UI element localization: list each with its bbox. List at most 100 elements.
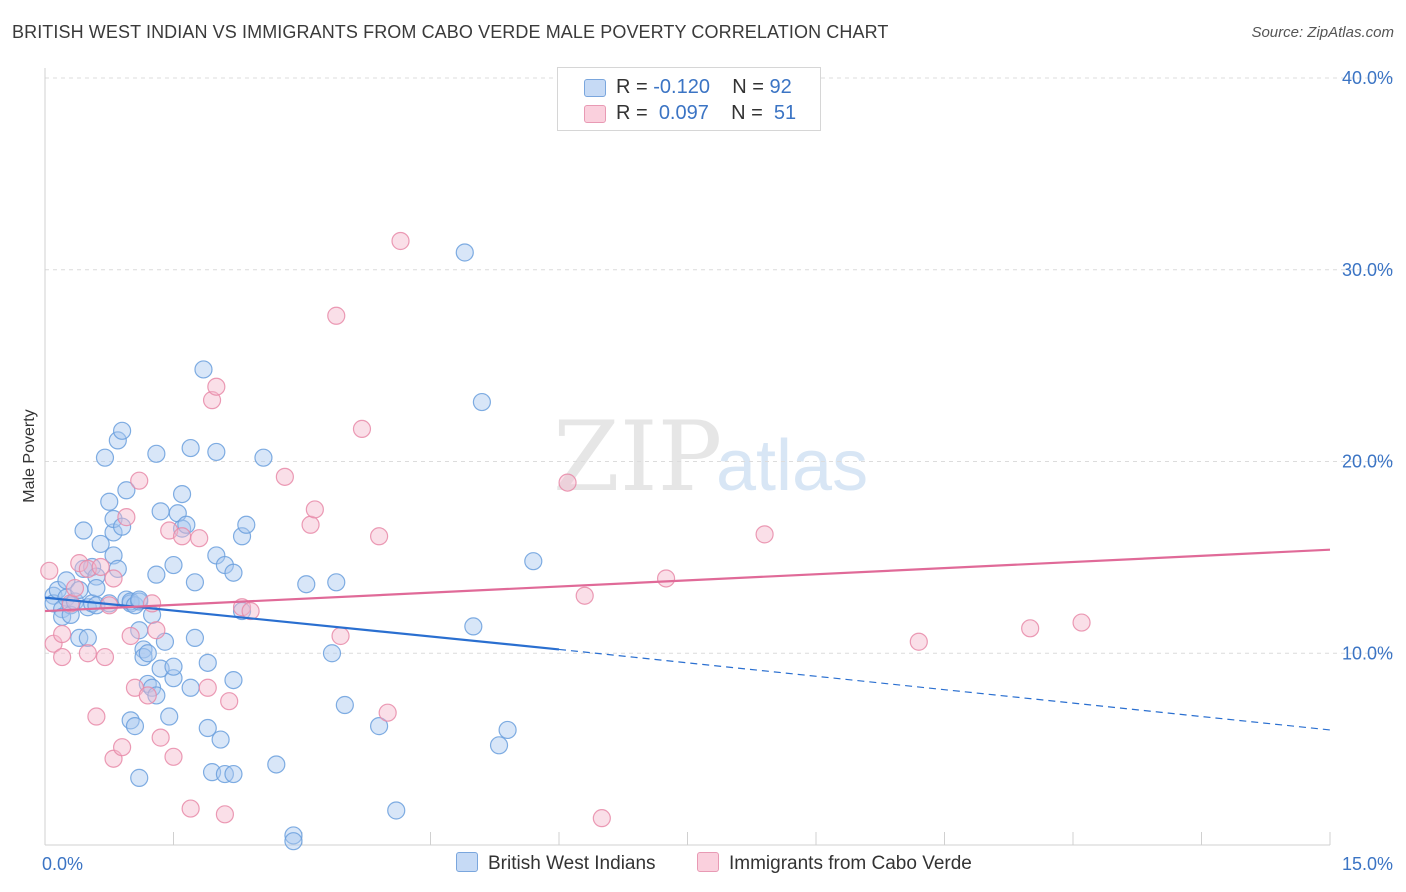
data-point [237, 515, 256, 534]
data-point [387, 801, 406, 820]
legend-r-label: R = [616, 102, 648, 124]
data-point [87, 578, 106, 598]
data-point [112, 738, 132, 757]
legend-r-value: 0.097 [658, 102, 709, 124]
data-point [202, 391, 222, 410]
data-point [1021, 619, 1040, 638]
data-point [164, 747, 183, 766]
data-point [455, 243, 474, 262]
data-point [301, 515, 320, 534]
data-point [254, 448, 273, 467]
data-point [489, 736, 509, 755]
series-british-west-indians [44, 243, 543, 851]
data-point [524, 552, 543, 571]
legend-swatch-pink [584, 105, 606, 123]
data-point [95, 448, 115, 467]
data-point [78, 644, 97, 663]
y-axis-label: Male Poverty [21, 409, 38, 502]
data-point [275, 467, 294, 486]
data-point [370, 527, 389, 546]
data-point [198, 653, 217, 672]
data-point [1072, 613, 1091, 632]
bottom-legend-label: British West Indians [488, 853, 656, 874]
data-point [147, 621, 166, 640]
data-point [108, 431, 127, 450]
data-point [207, 442, 226, 462]
watermark-zip: ZIP [553, 401, 722, 513]
trend-lines [44, 548, 1331, 731]
correlation-legend: R = -0.120 N = 92 R = 0.097 N = 51 [557, 67, 821, 131]
data-point [104, 569, 123, 588]
data-point [130, 471, 149, 490]
data-point [378, 703, 397, 722]
data-point [464, 617, 483, 636]
tick-labels: 10.0% 20.0% 30.0% 40.0% 0.0% 15.0% [42, 68, 1393, 874]
data-point [147, 565, 166, 584]
bottom-legend-british-west-indians: British West Indians [456, 852, 656, 875]
bottom-legend-label: Immigrants from Cabo Verde [729, 853, 972, 874]
data-point [40, 561, 59, 580]
data-point [164, 555, 183, 575]
data-point [181, 799, 200, 818]
x-tick-label: 0.0% [42, 854, 83, 874]
bottom-legend-swatch-pink [697, 852, 719, 872]
data-point [224, 670, 243, 690]
data-point [194, 360, 213, 379]
bottom-legend-cabo-verde: Immigrants from Cabo Verde [697, 852, 972, 875]
y-tick-label: 20.0% [1342, 452, 1393, 472]
data-point [91, 534, 110, 554]
data-point [172, 527, 192, 546]
legend-n-label: N = [732, 76, 764, 98]
watermark-atlas: atlas [716, 426, 868, 506]
data-point [352, 419, 372, 439]
data-point [53, 647, 72, 667]
data-point [391, 231, 410, 251]
data-point [100, 492, 119, 511]
data-point [656, 569, 676, 588]
data-point [297, 575, 316, 594]
data-point [370, 717, 389, 736]
legend-n-value: 92 [769, 76, 792, 98]
data-point [91, 557, 110, 577]
data-point [112, 421, 132, 440]
data-point [498, 720, 517, 740]
data-point [125, 717, 145, 736]
data-point [104, 546, 123, 565]
data-point [177, 515, 196, 534]
legend-r-value: -0.120 [653, 76, 710, 98]
data-point [327, 573, 346, 592]
chart-title: BRITISH WEST INDIAN VS IMMIGRANTS FROM C… [12, 22, 889, 42]
data-point [172, 484, 192, 504]
trend-line-cabo-verde [44, 548, 1331, 613]
data-point [151, 728, 170, 747]
data-point [198, 718, 217, 738]
data-point [130, 768, 149, 787]
y-tick-label: 30.0% [1342, 260, 1393, 280]
data-point [327, 306, 346, 325]
data-point [164, 657, 183, 676]
data-point [117, 508, 136, 527]
data-point [117, 481, 136, 500]
data-point [232, 527, 252, 546]
series-cabo-verde [40, 231, 1091, 828]
data-point [558, 473, 577, 492]
data-point [121, 626, 140, 646]
data-points [40, 231, 1091, 851]
y-tick-label: 40.0% [1342, 68, 1393, 88]
legend-r-label: R = [616, 76, 648, 98]
data-point [198, 678, 217, 697]
data-point [53, 624, 72, 644]
data-point [138, 686, 157, 705]
data-point [224, 563, 243, 582]
legend-swatch-blue [584, 79, 606, 97]
data-point [207, 377, 226, 396]
y-tick-label: 10.0% [1342, 643, 1393, 663]
data-point [95, 647, 115, 667]
data-point [909, 632, 928, 651]
data-point [335, 695, 354, 715]
data-point [211, 730, 230, 749]
trend-line-extension-british-west-indians [558, 648, 1331, 731]
data-point [138, 644, 157, 663]
data-point [284, 826, 303, 845]
